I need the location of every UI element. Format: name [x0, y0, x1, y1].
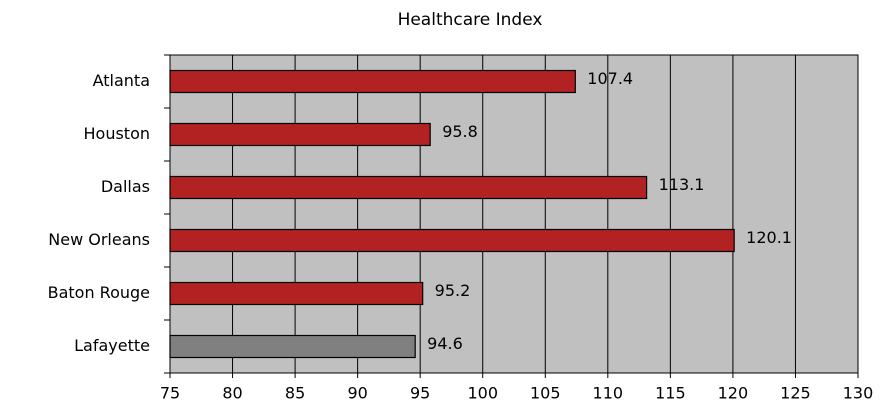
y-tick-label: Lafayette [74, 336, 150, 355]
x-tick-label: 105 [530, 384, 561, 403]
bar [169, 122, 431, 147]
x-tick-label: 130 [843, 384, 874, 403]
bar [169, 175, 648, 200]
x-tick-label: 120 [718, 384, 749, 403]
bar [169, 69, 576, 94]
x-tick-label: 110 [593, 384, 624, 403]
value-label: 95.8 [442, 122, 478, 141]
y-tick-label: New Orleans [48, 230, 150, 249]
x-tick-label: 95 [410, 384, 430, 403]
x-tick-label: 115 [655, 384, 686, 403]
value-label: 113.1 [659, 175, 705, 194]
value-label: 94.6 [427, 334, 463, 353]
y-tick-label: Atlanta [93, 71, 150, 90]
bar [169, 281, 424, 306]
x-tick-label: 100 [467, 384, 498, 403]
chart-title: Healthcare Index [398, 10, 543, 30]
value-label: 120.1 [746, 228, 792, 247]
value-label: 95.2 [435, 281, 471, 300]
y-tick-label: Dallas [101, 177, 150, 196]
x-tick-label: 125 [780, 384, 811, 403]
bar [169, 334, 416, 359]
bar [169, 228, 735, 253]
y-tick-label: Baton Rouge [48, 283, 150, 302]
x-tick-label: 85 [285, 384, 305, 403]
x-tick-label: 75 [160, 384, 180, 403]
x-tick-label: 80 [222, 384, 242, 403]
plot-area [169, 54, 859, 374]
value-label: 107.4 [587, 69, 633, 88]
x-tick-label: 90 [347, 384, 367, 403]
y-tick-label: Houston [84, 124, 151, 143]
